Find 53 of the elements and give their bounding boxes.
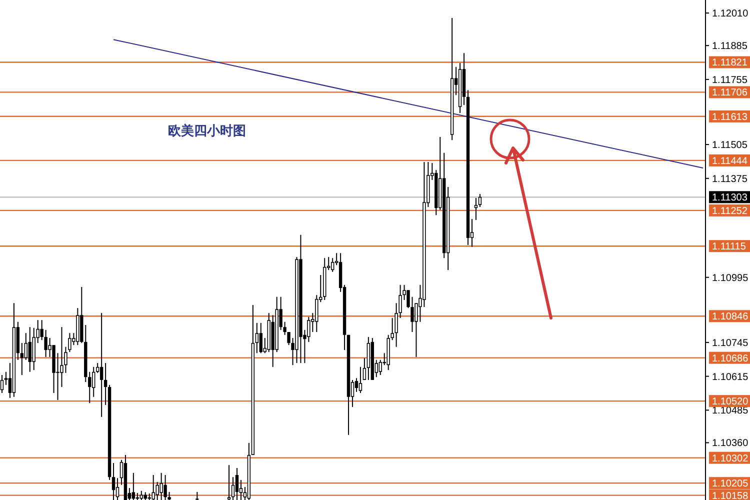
candlestick bbox=[152, 474, 155, 500]
ref-line-label: 1.11303 bbox=[712, 192, 748, 204]
candlestick bbox=[28, 326, 32, 372]
y-tick-label: 1.11375 bbox=[712, 174, 748, 185]
y-tick-label: 1.11885 bbox=[712, 41, 748, 52]
candlestick bbox=[307, 316, 310, 342]
candlestick bbox=[235, 467, 239, 500]
candlestick bbox=[474, 197, 478, 221]
candlestick bbox=[68, 332, 72, 353]
candlestick bbox=[160, 472, 163, 500]
candlestick bbox=[164, 474, 167, 500]
ref-line-label: 1.11115 bbox=[712, 242, 746, 253]
y-tick-label: 1.10360 bbox=[712, 438, 749, 450]
candlestick bbox=[239, 479, 243, 500]
candlestick bbox=[116, 478, 120, 500]
ref-line-label: 1.10205 bbox=[712, 478, 749, 490]
candlestick bbox=[231, 476, 235, 500]
ref-line-label: 1.11821 bbox=[712, 58, 748, 69]
candlestick bbox=[378, 359, 382, 376]
ref-line-label: 1.11252 bbox=[712, 206, 748, 217]
candlestick bbox=[112, 462, 116, 500]
ref-line-label: 1.10302 bbox=[712, 453, 749, 464]
ref-line-label: 1.10686 bbox=[712, 353, 749, 364]
candlestick bbox=[92, 366, 96, 398]
candlestick bbox=[196, 491, 199, 500]
ref-line-label: 1.11613 bbox=[712, 112, 748, 123]
candlestick bbox=[227, 464, 231, 500]
candlestick bbox=[330, 258, 334, 272]
annotation: 欧美四小时图 bbox=[168, 123, 246, 138]
ref-line-label: 1.10520 bbox=[712, 396, 749, 408]
y-tick-label: 1.12010 bbox=[712, 8, 749, 20]
candlestick bbox=[358, 366, 362, 394]
y-tick-label: 1.11755 bbox=[712, 74, 748, 86]
candlestick bbox=[20, 342, 24, 376]
candlestick bbox=[0, 374, 4, 394]
y-tick-label: 1.11505 bbox=[712, 140, 748, 152]
ref-line-label: 1.11706 bbox=[712, 88, 748, 99]
candlestick bbox=[104, 362, 108, 406]
y-tick-label: 1.10745 bbox=[712, 338, 749, 349]
candlestick bbox=[132, 472, 136, 500]
ref-line-label: 1.11444 bbox=[712, 156, 748, 167]
candlestick bbox=[24, 332, 28, 360]
candlestick bbox=[255, 322, 259, 354]
ref-line-label: 1.10846 bbox=[712, 312, 749, 323]
candlestick bbox=[259, 322, 262, 354]
candlestick bbox=[478, 194, 482, 208]
candlestick bbox=[64, 346, 68, 374]
candlestick bbox=[88, 371, 92, 404]
ref-line-label: 1.10158 bbox=[712, 490, 749, 500]
y-tick-label: 1.10995 bbox=[712, 272, 749, 284]
candlestick bbox=[100, 312, 104, 418]
y-tick-label: 1.10615 bbox=[712, 372, 749, 383]
candlestick bbox=[362, 358, 366, 380]
